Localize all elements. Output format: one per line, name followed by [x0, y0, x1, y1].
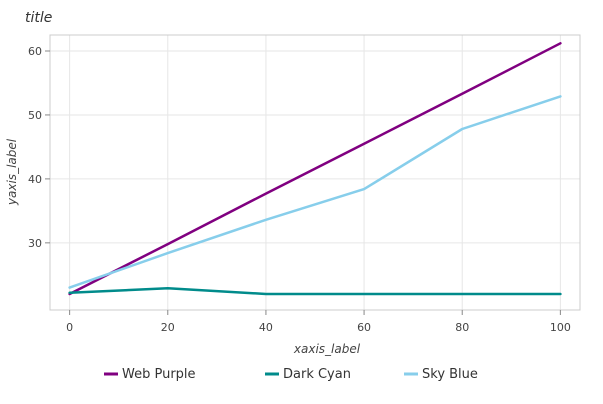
legend-label-web-purple: Web Purple [122, 367, 196, 382]
series-line-sky-blue [68, 95, 562, 289]
y-tick-label: 40 [28, 173, 42, 186]
x-tick-label: 0 [66, 321, 73, 334]
x-tick-label: 60 [357, 321, 371, 334]
y-axis-title: yaxis_label [5, 138, 19, 206]
x-tick-label: 40 [259, 321, 273, 334]
chart-title: title [25, 10, 52, 26]
series-line-dark-cyan [68, 287, 562, 296]
legend: Web Purple Dark Cyan Sky Blue [104, 367, 478, 382]
plot-border [49, 34, 581, 311]
x-tick-label: 20 [161, 321, 175, 334]
y-tick-label: 60 [28, 45, 42, 58]
x-axis-title: xaxis_label [293, 342, 361, 356]
series-line-web-purple [68, 42, 562, 296]
x-tick-label: 80 [455, 321, 469, 334]
grid [50, 35, 580, 310]
axis-ticks: 30 40 50 60 0 20 40 60 80 100 [28, 45, 571, 334]
legend-label-dark-cyan: Dark Cyan [283, 367, 351, 382]
series-lines [68, 42, 562, 296]
y-tick-label: 50 [28, 109, 42, 122]
y-tick-label: 30 [28, 237, 42, 250]
x-tick-label: 100 [550, 321, 571, 334]
legend-label-sky-blue: Sky Blue [422, 367, 478, 382]
